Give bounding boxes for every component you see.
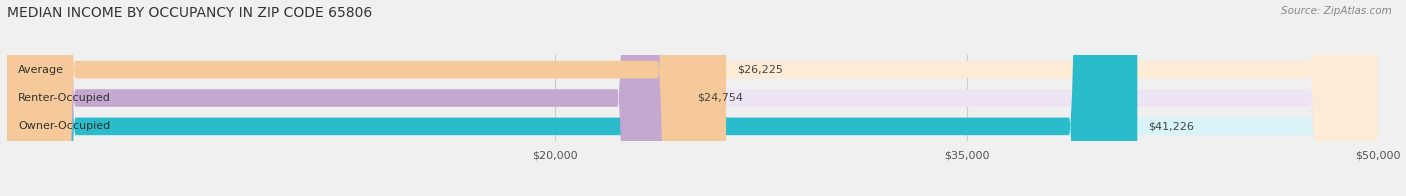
Text: $24,754: $24,754 <box>697 93 742 103</box>
FancyBboxPatch shape <box>7 0 1378 196</box>
Text: Owner-Occupied: Owner-Occupied <box>18 121 110 131</box>
Text: Renter-Occupied: Renter-Occupied <box>18 93 111 103</box>
Text: Source: ZipAtlas.com: Source: ZipAtlas.com <box>1281 6 1392 16</box>
Text: MEDIAN INCOME BY OCCUPANCY IN ZIP CODE 65806: MEDIAN INCOME BY OCCUPANCY IN ZIP CODE 6… <box>7 6 373 20</box>
Text: Average: Average <box>18 65 65 75</box>
FancyBboxPatch shape <box>7 0 1378 196</box>
Text: $26,225: $26,225 <box>737 65 783 75</box>
FancyBboxPatch shape <box>7 0 725 196</box>
FancyBboxPatch shape <box>7 0 1137 196</box>
Text: $41,226: $41,226 <box>1149 121 1194 131</box>
FancyBboxPatch shape <box>7 0 686 196</box>
FancyBboxPatch shape <box>7 0 1378 196</box>
